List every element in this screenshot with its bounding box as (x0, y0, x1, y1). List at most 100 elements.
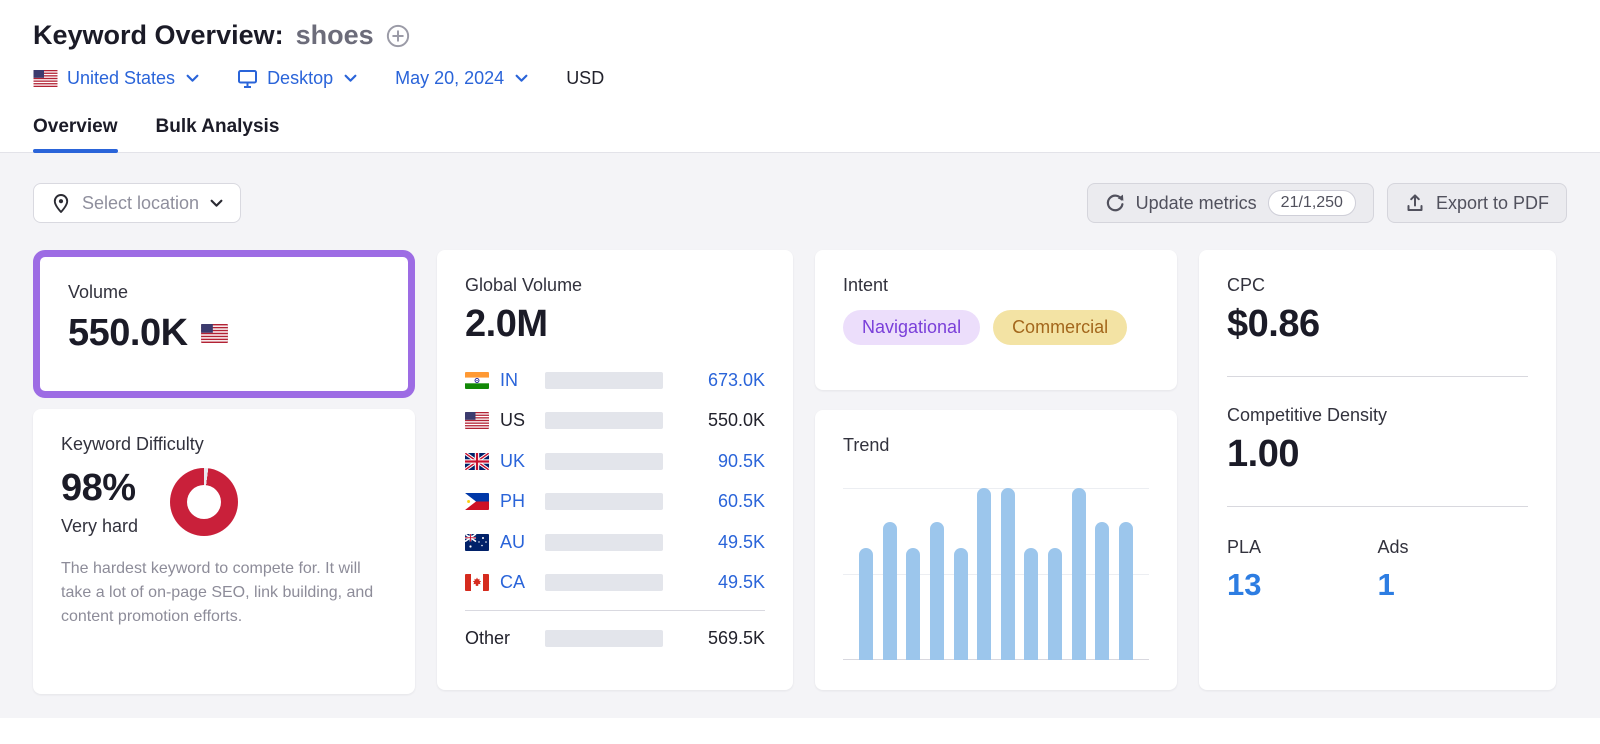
add-keyword-icon[interactable] (386, 24, 410, 48)
intent-badge-commercial: Commercial (993, 310, 1128, 345)
us-flag-icon (33, 70, 58, 87)
gridline (843, 574, 1149, 575)
keyword-difficulty-score-block: 98% Very hard (61, 467, 138, 537)
volume-bar-track (545, 371, 663, 389)
country-code: US (500, 410, 526, 431)
select-location-button[interactable]: Select location (33, 183, 242, 223)
ads-value[interactable]: 1 (1377, 567, 1395, 602)
other-separator: Other 569.5K (465, 610, 765, 659)
other-row: Other 569.5K (465, 618, 765, 659)
update-metrics-label: Update metrics (1135, 192, 1257, 213)
date-selector[interactable]: May 20, 2024 (395, 68, 528, 89)
cpc-label: CPC (1227, 275, 1266, 295)
other-label: Other (465, 627, 511, 648)
refresh-icon (1106, 194, 1124, 212)
trend-chart (843, 488, 1149, 660)
volume-bar-track (545, 574, 663, 592)
device-selector[interactable]: Desktop (237, 68, 357, 89)
pla-value[interactable]: 13 (1227, 567, 1262, 602)
volume-value: 550.0K (68, 312, 188, 354)
intent-badges: Navigational Commercial (843, 310, 1149, 345)
country-code-link[interactable]: IN (500, 369, 518, 390)
tab-bulk-analysis[interactable]: Bulk Analysis (155, 116, 280, 137)
country-selector-label: United States (67, 68, 176, 88)
intent-card: Intent Navigational Commercial (815, 250, 1177, 390)
country-label: CA (465, 572, 545, 593)
country-row-ph: PH 60.5K (465, 482, 765, 523)
pla-metric: PLA 13 (1227, 537, 1378, 603)
country-code-link[interactable]: CA (500, 572, 526, 593)
trend-bar (1095, 522, 1110, 660)
volume-bar-track (545, 493, 663, 511)
trend-bar (1071, 488, 1086, 660)
country-volume-link[interactable]: 49.5K (717, 531, 765, 552)
cpc-section: CPC $0.86 (1227, 275, 1528, 346)
trend-bar (929, 522, 944, 660)
trend-card: Trend (815, 410, 1177, 690)
country-row-uk: UK 90.5K (465, 441, 765, 482)
country-volume-link[interactable]: 60.5K (717, 491, 765, 512)
desktop-icon (238, 69, 258, 88)
country-volume: 550.0K (707, 410, 765, 431)
volume-value-row: 550.0K (68, 312, 380, 355)
location-pin-icon (53, 193, 69, 213)
chevron-down-icon (344, 74, 357, 82)
pla-ads-section: PLA 13 Ads 1 (1227, 537, 1528, 603)
toolbar-right: Update metrics 21/1,250 Export to PDF (1086, 183, 1567, 223)
trend-bar (1118, 522, 1133, 660)
country-code-link[interactable]: AU (500, 531, 526, 552)
device-selector-label: Desktop (267, 68, 334, 88)
volume-bar-track (545, 629, 663, 647)
keyword-difficulty-rating: Very hard (61, 516, 139, 536)
keyword-difficulty-row: 98% Very hard (61, 467, 387, 537)
chevron-down-icon (186, 74, 199, 82)
keyword-difficulty-percent: 98% (61, 467, 136, 509)
currency-label: USD (566, 68, 605, 88)
trend-bars (843, 488, 1149, 660)
country-code-link[interactable]: UK (500, 450, 526, 471)
update-metrics-button[interactable]: Update metrics 21/1,250 (1086, 183, 1374, 223)
country-volume-link[interactable]: 49.5K (717, 572, 765, 593)
intent-label: Intent (843, 275, 889, 295)
trend-bar (1000, 488, 1015, 660)
keyword-difficulty-donut (170, 468, 239, 536)
country-volume-list: IN 673.0K US 550.0K UK (465, 360, 765, 659)
country-row-in: IN 673.0K (465, 360, 765, 401)
x-axis-line (843, 659, 1149, 660)
competitive-density-value: 1.00 (1227, 433, 1299, 475)
cards-grid: Volume 550.0K Keyword Difficulty 98% Ver… (33, 250, 1567, 694)
global-volume-label: Global Volume (465, 275, 583, 295)
volume-card-highlight: Volume 550.0K (33, 250, 415, 398)
country-code-link[interactable]: PH (500, 491, 526, 512)
export-icon (1407, 194, 1423, 211)
uk-flag-icon (465, 452, 489, 470)
trend-bar (977, 488, 992, 660)
keyword-difficulty-card: Keyword Difficulty 98% Very hard The har… (33, 409, 415, 694)
main-content: Select location Update metrics 21/1,250 … (0, 153, 1600, 718)
tabs: Overview Bulk Analysis (33, 116, 1567, 153)
country-volume-link[interactable]: 673.0K (707, 369, 765, 390)
competitive-density-section: Competitive Density 1.00 (1227, 405, 1528, 476)
column-volume-kd: Volume 550.0K Keyword Difficulty 98% Ver… (33, 250, 415, 694)
keyword-difficulty-label: Keyword Difficulty (61, 434, 204, 454)
us-flag-icon (200, 324, 228, 343)
chevron-down-icon (515, 74, 528, 82)
trend-bar (906, 548, 921, 660)
cpc-value: $0.86 (1227, 303, 1320, 345)
trend-bar (1048, 548, 1062, 660)
country-selector[interactable]: United States (33, 68, 199, 89)
tab-overview[interactable]: Overview (33, 116, 118, 153)
other-volume: 569.5K (707, 627, 765, 648)
volume-bar-track (545, 412, 663, 430)
keyword-difficulty-description: The hardest keyword to compete for. It w… (61, 560, 374, 625)
other-label-wrap: Other (465, 628, 545, 649)
keyword-name: shoes (295, 20, 374, 50)
column-intent-trend: Intent Navigational Commercial Trend (815, 250, 1177, 690)
gridline (843, 488, 1149, 489)
trend-label: Trend (843, 435, 890, 455)
country-volume-link[interactable]: 90.5K (717, 450, 765, 471)
volume-label: Volume (68, 282, 129, 302)
volume-bar-track (545, 452, 663, 470)
au-flag-icon (465, 533, 489, 551)
export-pdf-button[interactable]: Export to PDF (1386, 183, 1567, 223)
